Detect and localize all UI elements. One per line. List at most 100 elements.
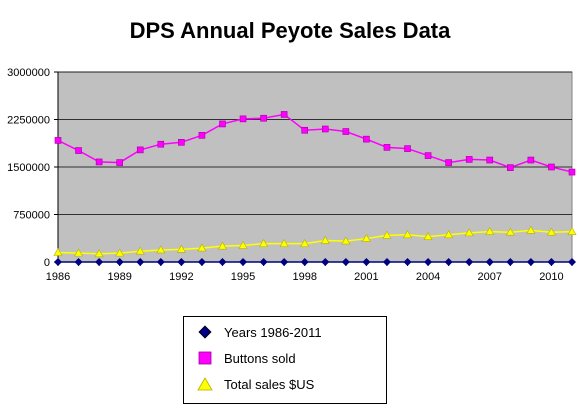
data-point-square [136, 146, 144, 154]
data-point-diamond [485, 258, 494, 266]
data-point-square [219, 120, 226, 128]
data-point-square [445, 159, 452, 166]
legend-label-buttons: Buttons sold [224, 350, 296, 366]
data-point-square [301, 126, 309, 134]
x-tick-label: 1998 [292, 271, 316, 283]
legend-marker-diamond [194, 324, 216, 340]
series-line-2 [57, 229, 573, 255]
data-point-diamond [74, 258, 83, 266]
x-tick-label: 1989 [107, 271, 131, 283]
legend-marker-triangle [194, 376, 216, 392]
data-point-triangle [444, 230, 454, 239]
data-point-diamond [259, 258, 268, 266]
data-point-square [198, 132, 206, 139]
data-point-square [527, 156, 535, 164]
x-tick-label: 2004 [416, 271, 440, 283]
data-point-triangle [464, 228, 474, 237]
data-point-square [260, 114, 267, 122]
data-point-triangle [279, 239, 289, 247]
data-point-triangle [238, 240, 248, 249]
data-point-triangle [382, 230, 392, 239]
x-tick-label: 2001 [354, 271, 378, 283]
data-point-triangle [546, 227, 556, 236]
data-point-square [404, 145, 411, 152]
legend-item-buttons: Buttons sold [194, 348, 296, 368]
data-point-square [321, 125, 329, 133]
data-point-triangle [423, 232, 433, 240]
data-point-square [548, 163, 555, 171]
data-point-square [280, 111, 288, 118]
data-point-triangle [217, 241, 227, 250]
data-point-square [507, 164, 514, 171]
data-point-triangle [135, 246, 145, 255]
data-point-diamond [362, 258, 371, 266]
data-point-diamond [95, 258, 104, 266]
data-point-diamond [547, 258, 556, 266]
legend-item-years: Years 1986-2011 [194, 322, 322, 342]
data-point-diamond [136, 258, 145, 266]
data-point-diamond [321, 258, 330, 266]
x-tick-label: 1992 [169, 271, 193, 283]
data-point-triangle [156, 245, 166, 254]
data-point-triangle [300, 239, 310, 247]
y-tick-label: 1500000 [7, 162, 50, 174]
x-tick-label: 1995 [231, 271, 255, 283]
x-tick-label: 2010 [539, 271, 563, 283]
data-point-triangle [505, 227, 515, 236]
y-tick-label: 3000000 [7, 67, 50, 79]
data-point-diamond [218, 258, 227, 266]
data-point-triangle [567, 226, 577, 235]
data-point-square [383, 144, 391, 151]
data-point-square [465, 156, 473, 163]
x-tick-label: 1986 [46, 271, 70, 283]
data-point-diamond [526, 258, 535, 266]
data-point-square [363, 135, 370, 143]
data-point-diamond [300, 258, 309, 266]
data-point-triangle [361, 233, 371, 242]
data-point-diamond [444, 258, 453, 266]
data-point-square [157, 140, 165, 148]
legend-label-years: Years 1986-2011 [224, 324, 322, 340]
data-point-diamond [156, 258, 165, 266]
data-point-triangle [74, 248, 84, 257]
chart-legend: Years 1986-2011 Buttons sold Total sales… [183, 316, 387, 404]
data-point-triangle [94, 249, 104, 258]
legend-marker-square [194, 350, 216, 366]
data-point-triangle [485, 226, 495, 235]
legend-item-sales: Total sales $US [194, 374, 314, 394]
data-point-square [342, 128, 350, 135]
data-point-triangle [197, 243, 207, 252]
y-tick-label: 750000 [13, 210, 50, 222]
data-point-square [239, 115, 247, 123]
data-point-diamond [341, 258, 350, 266]
data-point-square [75, 147, 82, 154]
y-tick-label: 2250000 [7, 115, 50, 127]
data-point-square [424, 152, 432, 159]
data-point-triangle [403, 230, 413, 239]
data-point-square [116, 159, 123, 166]
x-tick-label: 2007 [478, 271, 502, 283]
data-point-square [178, 139, 185, 146]
data-point-diamond [424, 258, 433, 266]
data-point-diamond [54, 258, 62, 266]
chart-title: DPS Annual Peyote Sales Data [129, 18, 451, 43]
data-point-diamond [115, 258, 124, 266]
data-point-diamond [197, 258, 206, 266]
data-point-diamond [568, 258, 576, 266]
data-point-square [95, 158, 103, 166]
data-point-diamond [382, 258, 391, 266]
data-point-triangle [320, 235, 330, 244]
data-point-triangle [341, 236, 351, 245]
legend-label-sales: Total sales $US [224, 376, 315, 392]
data-point-triangle [526, 225, 536, 234]
data-point-diamond [239, 258, 248, 266]
data-point-square [568, 168, 576, 176]
data-point-triangle [176, 244, 186, 253]
data-point-diamond [465, 258, 474, 266]
data-point-diamond [177, 258, 186, 266]
y-tick-label: 0 [44, 257, 50, 269]
data-point-square [486, 156, 494, 164]
data-point-diamond [403, 258, 412, 266]
data-point-diamond [506, 258, 515, 266]
data-point-triangle [259, 239, 269, 247]
